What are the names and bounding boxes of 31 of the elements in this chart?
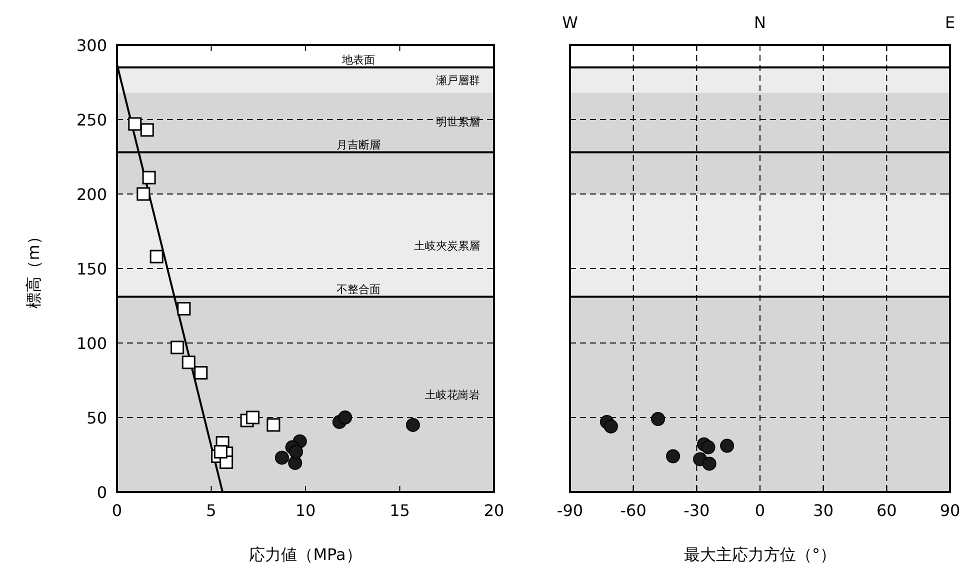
x-tick-label: 15 <box>390 501 410 520</box>
x-tick-label: 5 <box>206 501 216 520</box>
y-tick-label: 250 <box>76 110 107 130</box>
ref-line-label: 地表面 <box>340 53 375 66</box>
y-tick-label: 200 <box>76 185 107 204</box>
x-axis-title: 応力値（MPa） <box>249 545 362 564</box>
y-tick-label: 300 <box>76 36 107 55</box>
y-axis-title: 標高（m） <box>24 228 43 308</box>
text: E <box>944 13 956 32</box>
x-tick-label: 20 <box>484 501 504 520</box>
y-tick-label: 0 <box>96 483 107 502</box>
y-tick-label: 50 <box>86 408 107 428</box>
y-tick-label: 100 <box>76 334 107 353</box>
band-label: 土岐花崗岩 <box>425 388 480 402</box>
x-tick-label: -90 <box>556 501 584 520</box>
x-tick-label: 90 <box>940 501 960 520</box>
band-label: 瀬戸層群 <box>436 74 480 88</box>
text: W <box>562 13 578 32</box>
x-tick-label: -30 <box>684 501 710 520</box>
x-axis-title: 最大主応力方位（°） <box>684 545 836 564</box>
ref-line-label: 不整合面 <box>336 282 380 296</box>
x-tick-label: 30 <box>813 501 834 520</box>
x-tick-label: 60 <box>876 501 897 520</box>
x-tick-label: 0 <box>754 501 766 520</box>
y-tick-label: 150 <box>76 260 107 278</box>
ref-line-label: 月吉断層 <box>336 138 380 152</box>
x-tick-label: -60 <box>620 501 646 520</box>
text: N <box>754 13 766 32</box>
x-tick-label: 0 <box>112 501 122 520</box>
x-tick-label: 10 <box>295 501 316 520</box>
band-label: 土岐夾炭累層 <box>414 239 480 252</box>
